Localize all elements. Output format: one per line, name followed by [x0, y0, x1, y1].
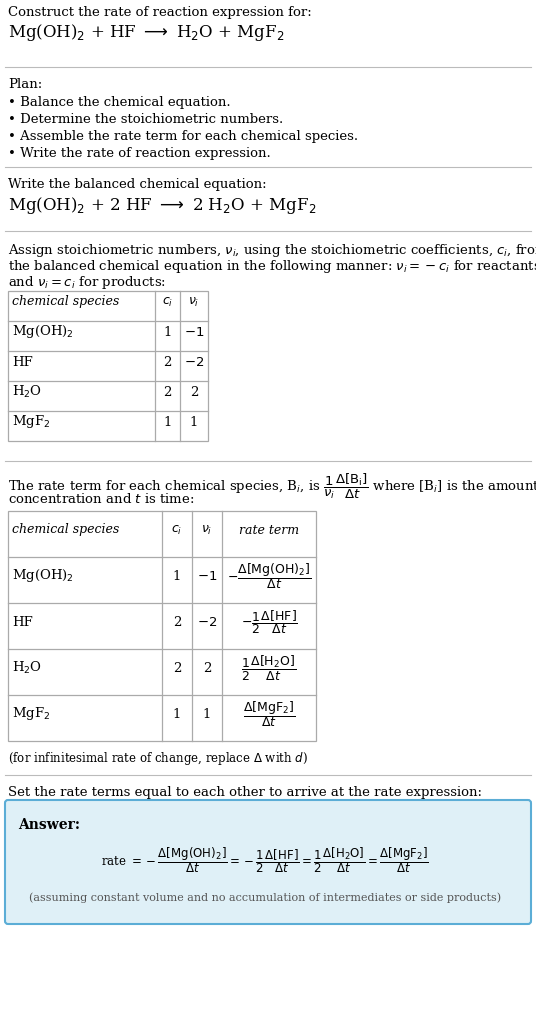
Text: chemical species: chemical species	[12, 523, 119, 536]
Text: Mg(OH)$_2$: Mg(OH)$_2$	[12, 323, 74, 340]
Text: Mg(OH)$_2$ + 2 HF $\longrightarrow$ 2 H$_2$O + MgF$_2$: Mg(OH)$_2$ + 2 HF $\longrightarrow$ 2 H$…	[8, 195, 316, 216]
Text: chemical species: chemical species	[12, 296, 119, 308]
Text: 1: 1	[190, 415, 198, 428]
Text: 2: 2	[173, 614, 181, 628]
Text: $-2$: $-2$	[197, 614, 217, 628]
FancyBboxPatch shape	[5, 800, 531, 924]
Text: • Write the rate of reaction expression.: • Write the rate of reaction expression.	[8, 147, 271, 160]
Text: $\nu_i$: $\nu_i$	[188, 296, 200, 308]
Text: $-1$: $-1$	[197, 569, 217, 582]
Text: H$_2$O: H$_2$O	[12, 383, 42, 399]
Text: $-\dfrac{1}{2}\dfrac{\Delta[\mathrm{HF}]}{\Delta t}$: $-\dfrac{1}{2}\dfrac{\Delta[\mathrm{HF}]…	[241, 607, 297, 635]
Text: Set the rate terms equal to each other to arrive at the rate expression:: Set the rate terms equal to each other t…	[8, 786, 482, 798]
Text: Construct the rate of reaction expression for:: Construct the rate of reaction expressio…	[8, 6, 312, 19]
Text: 2: 2	[163, 356, 172, 368]
Text: $c_i$: $c_i$	[162, 296, 173, 308]
Bar	[8, 291, 208, 441]
Text: $-2$: $-2$	[184, 356, 204, 368]
Text: $\dfrac{\Delta[\mathrm{MgF_2}]}{\Delta t}$: $\dfrac{\Delta[\mathrm{MgF_2}]}{\Delta t…	[243, 698, 295, 729]
Text: HF: HF	[12, 356, 33, 368]
Text: concentration and $t$ is time:: concentration and $t$ is time:	[8, 491, 195, 505]
Text: 2: 2	[163, 385, 172, 398]
Text: Plan:: Plan:	[8, 77, 42, 91]
Text: 2: 2	[203, 661, 211, 674]
Text: $c_i$: $c_i$	[172, 523, 183, 536]
Text: rate $= -\dfrac{\Delta[\mathrm{Mg(OH)_2}]}{\Delta t} = -\dfrac{1}{2}\dfrac{\Delt: rate $= -\dfrac{\Delta[\mathrm{Mg(OH)_2}…	[101, 845, 429, 874]
Text: the balanced chemical equation in the following manner: $\nu_i = -c_i$ for react: the balanced chemical equation in the fo…	[8, 258, 536, 275]
Text: $-\dfrac{\Delta[\mathrm{Mg(OH)_2}]}{\Delta t}$: $-\dfrac{\Delta[\mathrm{Mg(OH)_2}]}{\Del…	[227, 560, 311, 590]
Text: (for infinitesimal rate of change, replace $\Delta$ with $d$): (for infinitesimal rate of change, repla…	[8, 749, 308, 766]
Text: The rate term for each chemical species, B$_i$, is $\dfrac{1}{\nu_i}\dfrac{\Delt: The rate term for each chemical species,…	[8, 472, 536, 500]
Text: • Balance the chemical equation.: • Balance the chemical equation.	[8, 96, 230, 109]
Text: MgF$_2$: MgF$_2$	[12, 705, 50, 721]
Text: $\nu_i$: $\nu_i$	[202, 523, 213, 536]
Text: • Determine the stoichiometric numbers.: • Determine the stoichiometric numbers.	[8, 113, 283, 126]
Text: Mg(OH)$_2$ + HF $\longrightarrow$ H$_2$O + MgF$_2$: Mg(OH)$_2$ + HF $\longrightarrow$ H$_2$O…	[8, 22, 285, 43]
Text: 2: 2	[190, 385, 198, 398]
Text: 1: 1	[173, 569, 181, 582]
Text: 1: 1	[163, 325, 172, 338]
Text: H$_2$O: H$_2$O	[12, 659, 42, 676]
Text: 1: 1	[173, 707, 181, 719]
Text: Answer:: Answer:	[18, 817, 80, 832]
Text: 1: 1	[163, 415, 172, 428]
Text: 2: 2	[173, 661, 181, 674]
Text: (assuming constant volume and no accumulation of intermediates or side products): (assuming constant volume and no accumul…	[29, 892, 501, 903]
Text: and $\nu_i = c_i$ for products:: and $\nu_i = c_i$ for products:	[8, 274, 166, 290]
Text: rate term: rate term	[239, 523, 299, 536]
Text: $-1$: $-1$	[184, 325, 204, 338]
Bar	[8, 512, 316, 741]
Text: Write the balanced chemical equation:: Write the balanced chemical equation:	[8, 178, 266, 191]
Text: Mg(OH)$_2$: Mg(OH)$_2$	[12, 567, 74, 584]
Text: $\dfrac{1}{2}\dfrac{\Delta[\mathrm{H_2O}]}{\Delta t}$: $\dfrac{1}{2}\dfrac{\Delta[\mathrm{H_2O}…	[241, 653, 296, 682]
Text: 1: 1	[203, 707, 211, 719]
Text: Assign stoichiometric numbers, $\nu_i$, using the stoichiometric coefficients, $: Assign stoichiometric numbers, $\nu_i$, …	[8, 242, 536, 259]
Text: HF: HF	[12, 614, 33, 628]
Text: • Assemble the rate term for each chemical species.: • Assemble the rate term for each chemic…	[8, 129, 358, 143]
Text: MgF$_2$: MgF$_2$	[12, 413, 50, 430]
